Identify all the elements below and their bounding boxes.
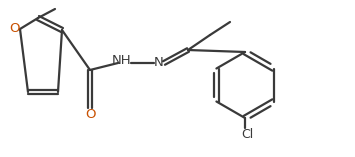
Text: N: N: [154, 57, 164, 70]
Text: O: O: [10, 22, 20, 35]
Text: NH: NH: [112, 54, 132, 67]
Text: Cl: Cl: [241, 128, 253, 141]
Text: O: O: [85, 108, 95, 121]
